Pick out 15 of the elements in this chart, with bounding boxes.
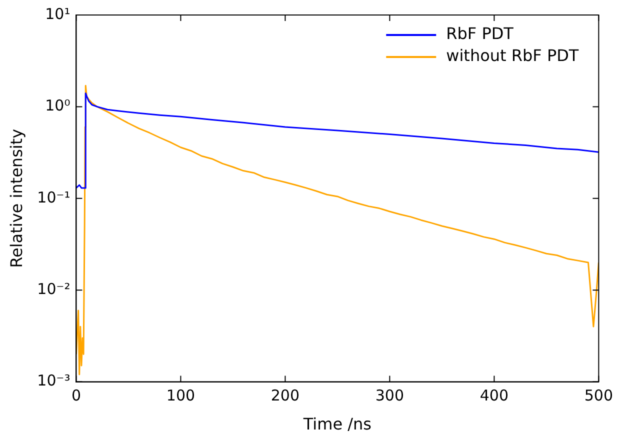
x-tick-label: 400 <box>480 386 509 405</box>
x-tick-label: 0 <box>71 386 81 405</box>
y-tick-label: 10⁻¹ <box>37 188 70 206</box>
y-tick-label: 10⁰ <box>45 96 70 115</box>
y-axis-title: Relative intensity <box>6 128 26 268</box>
x-tick-label: 200 <box>270 386 300 405</box>
y-tick-label: 10¹ <box>45 4 70 23</box>
x-tick-label: 500 <box>584 386 614 405</box>
x-tick-label: 100 <box>166 386 196 405</box>
y-tick-label: 10⁻² <box>37 280 70 298</box>
x-tick-label: 300 <box>375 386 404 405</box>
y-tick-label: 10⁻³ <box>37 372 70 390</box>
legend-label: without RbF PDT <box>446 46 579 66</box>
legend-label: RbF PDT <box>446 24 514 44</box>
x-axis-title: Time /ns <box>302 414 372 434</box>
